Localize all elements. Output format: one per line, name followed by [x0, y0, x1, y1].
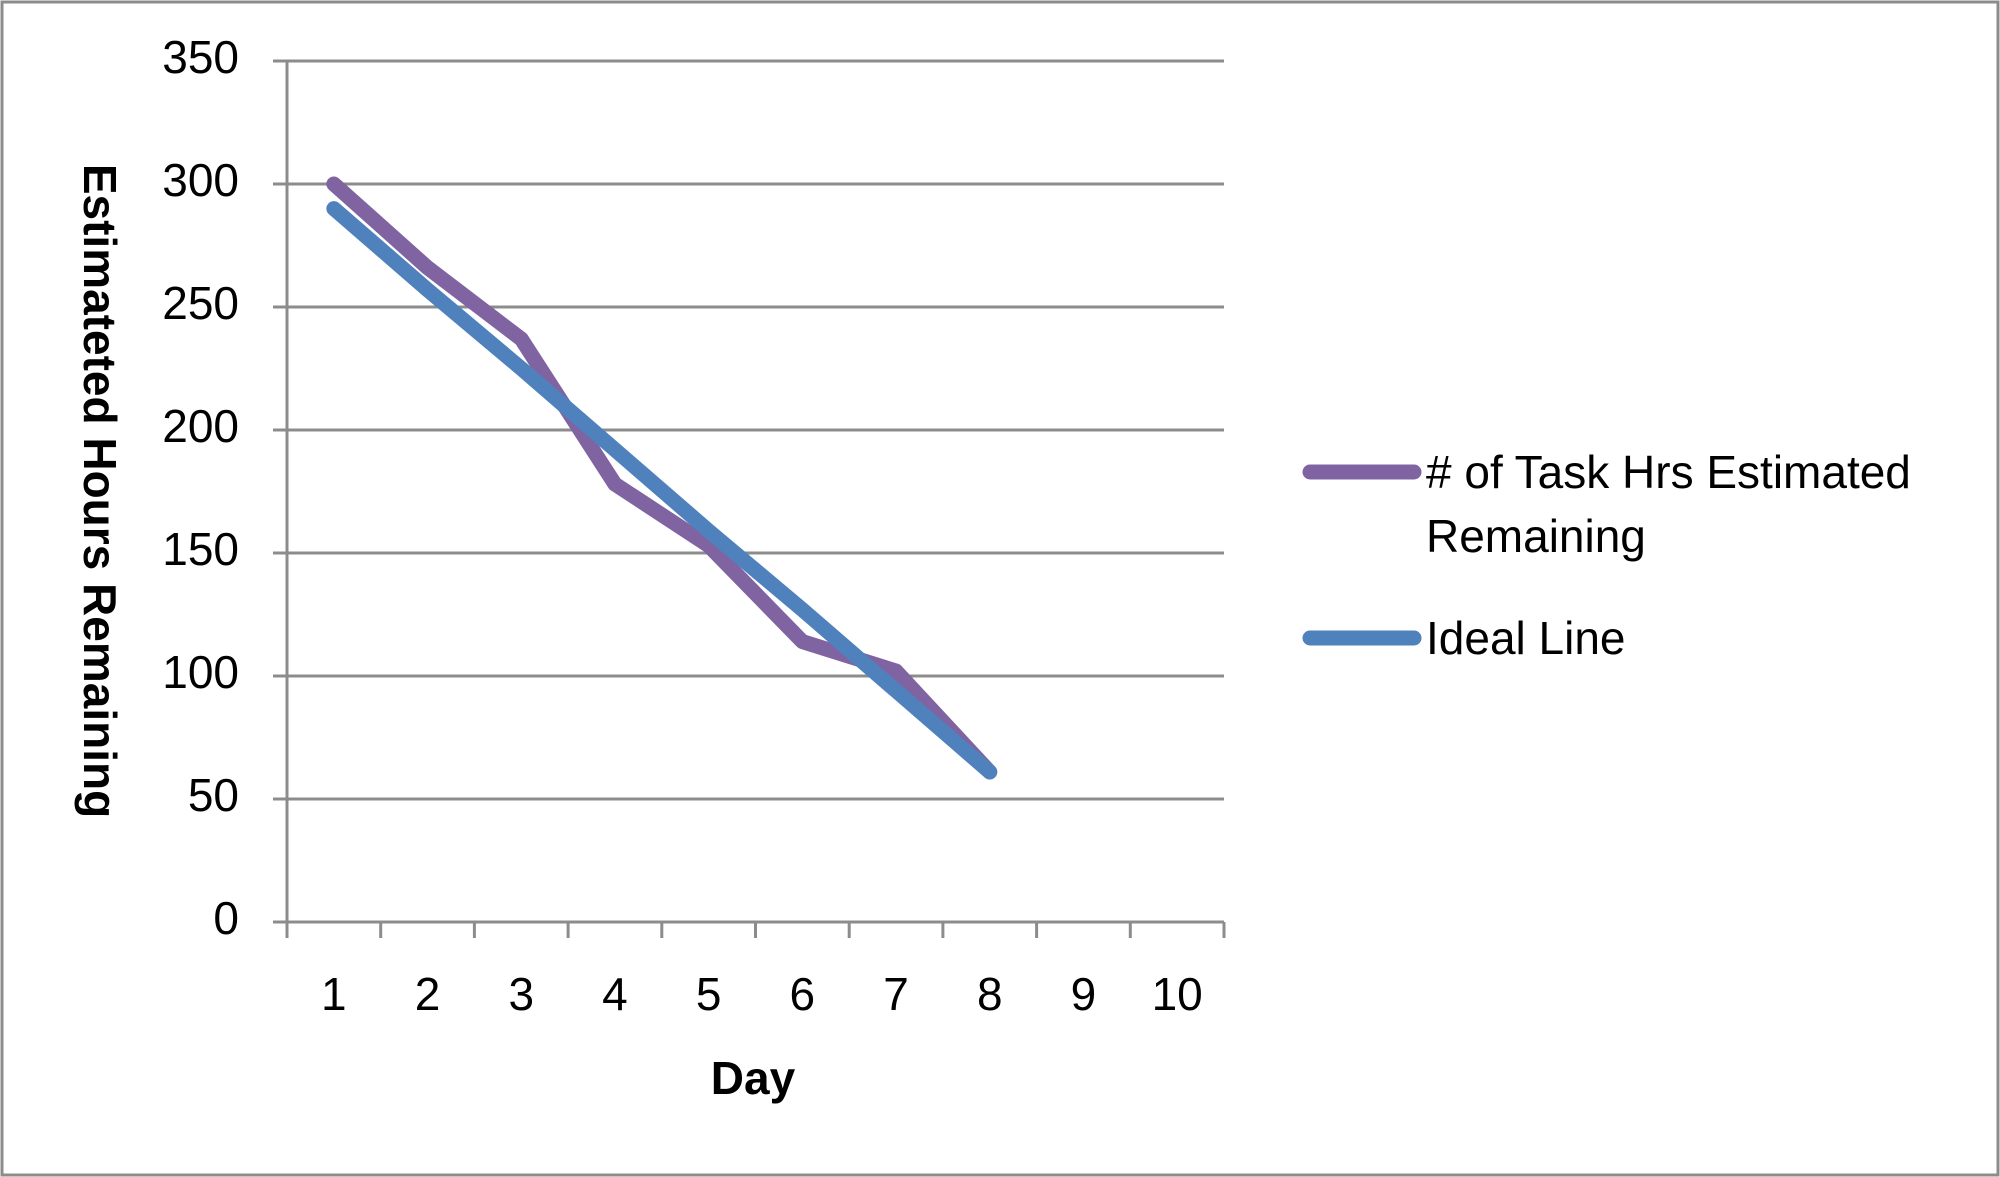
x-tick-label: 7	[883, 968, 909, 1020]
y-tick-label: 300	[162, 154, 239, 206]
y-tick-label: 100	[162, 646, 239, 698]
x-tick-label: 2	[415, 968, 441, 1020]
x-tick-label: 1	[321, 968, 347, 1020]
series-line	[326, 201, 998, 780]
series-line	[326, 176, 998, 780]
x-tick-label: 4	[602, 968, 628, 1020]
x-tick-label: 6	[790, 968, 816, 1020]
y-tick-label: 350	[162, 31, 239, 83]
legend-label: # of Task Hrs Estimated Remaining	[1426, 446, 1911, 562]
x-axis-title: Day	[711, 1052, 796, 1104]
x-tick-label: 3	[508, 968, 534, 1020]
y-axis-title: Estimateted Hours Remaining	[74, 164, 126, 818]
y-tick-label: 150	[162, 523, 239, 575]
x-tick-label: 10	[1152, 968, 1203, 1020]
y-tick-label: 50	[188, 769, 239, 821]
y-tick-label: 0	[213, 892, 239, 944]
x-tick-label: 8	[977, 968, 1003, 1020]
x-tick-label: 5	[696, 968, 722, 1020]
legend-label: Ideal Line	[1426, 612, 1626, 664]
y-tick-label: 250	[162, 277, 239, 329]
x-tick-label: 9	[1071, 968, 1097, 1020]
y-tick-label: 200	[162, 400, 239, 452]
